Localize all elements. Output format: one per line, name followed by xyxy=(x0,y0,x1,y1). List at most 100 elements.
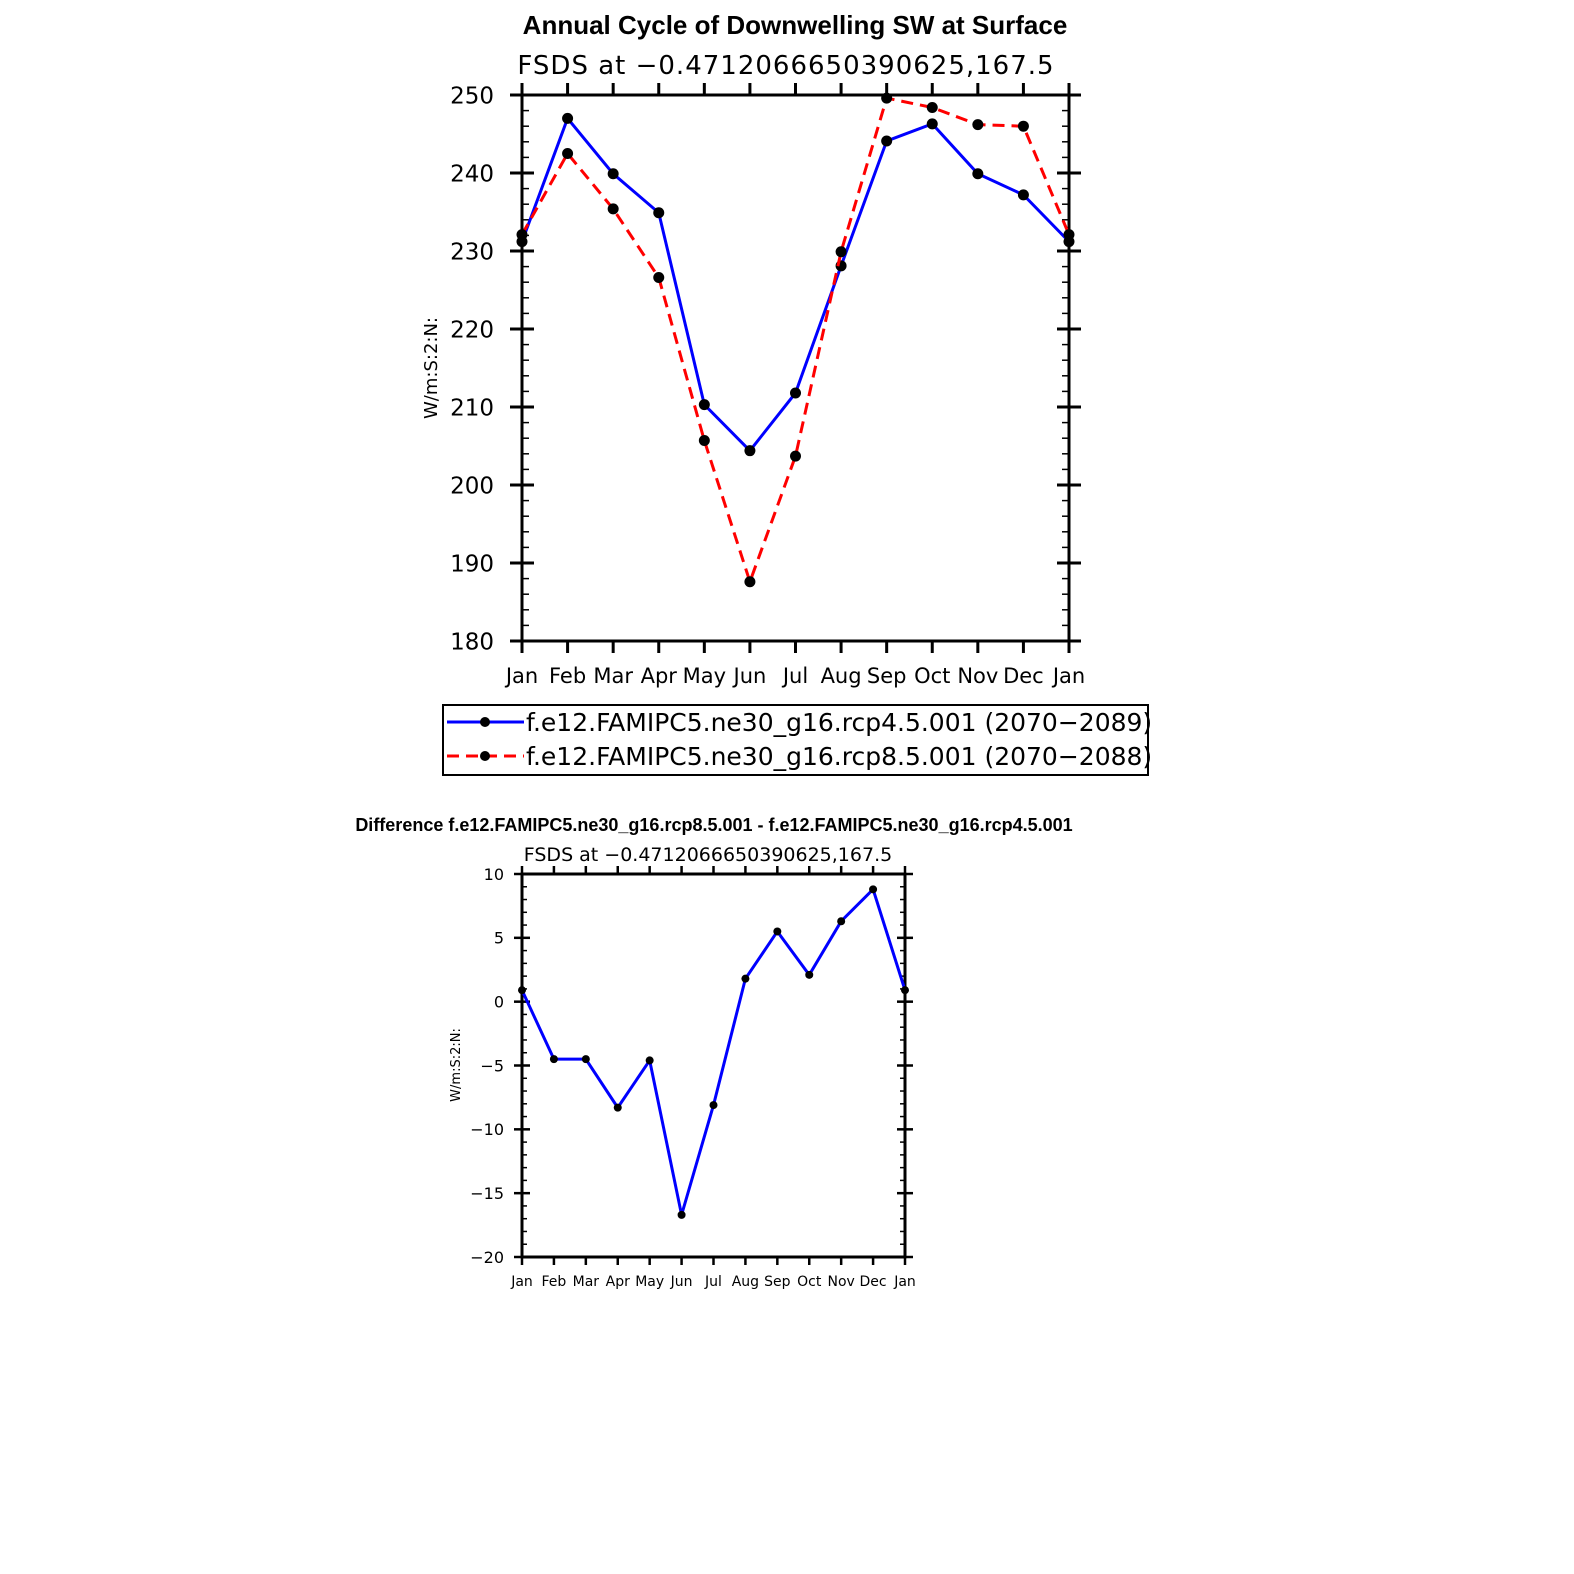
series-0-point xyxy=(1017,189,1029,201)
chart1-legend: f.e12.FAMIPC5.ne30_g16.rcp4.5.001 (2070−… xyxy=(442,704,1152,776)
series-0-point xyxy=(549,1055,558,1064)
series-line-1 xyxy=(520,96,1071,587)
legend-label-rcp85: f.e12.FAMIPC5.ne30_g16.rcp8.5.001 (2070−… xyxy=(526,742,1152,771)
chart1-x-tick-labels: Jan Feb Mar Apr May Jun Jul Aug Sep Oct Nov Dec Jan xyxy=(504,664,1085,688)
chart2-ticks xyxy=(514,866,913,1265)
y-tick-label: −10 xyxy=(470,1120,504,1139)
series-0-point xyxy=(741,974,750,983)
y-tick-label: 240 xyxy=(450,161,494,187)
x-tick-label: Mar xyxy=(593,664,633,688)
x-tick-label: Jun xyxy=(732,664,767,688)
series-0-point xyxy=(773,927,782,936)
x-tick-label: Sep xyxy=(867,664,907,688)
y-tick-label: −5 xyxy=(480,1056,504,1075)
series-0-point xyxy=(972,168,984,180)
annual-cycle-chart: Annual Cycle of Downwelling SW at Surfac… xyxy=(421,10,1152,776)
legend-label-rcp45: f.e12.FAMIPC5.ne30_g16.rcp4.5.001 (2070−… xyxy=(526,708,1152,737)
x-tick-label: Oct xyxy=(914,664,950,688)
series-1-point xyxy=(1017,120,1029,132)
series-0-point xyxy=(562,112,574,124)
x-tick-label: Sep xyxy=(764,1274,791,1290)
y-tick-label: 5 xyxy=(494,929,504,948)
x-tick-label: Nov xyxy=(957,664,998,688)
series-0-point xyxy=(518,986,526,995)
series-0-point xyxy=(881,135,893,147)
chart2-title: Difference f.e12.FAMIPC5.ne30_g16.rcp8.5… xyxy=(355,815,1072,835)
chart1-series xyxy=(516,92,1075,588)
chart2-y-tick-labels: −20 −15 −10 −5 0 5 10 xyxy=(470,865,504,1267)
x-tick-label: Aug xyxy=(732,1274,759,1290)
x-tick-label: Aug xyxy=(821,664,862,688)
series-0-point xyxy=(837,917,846,926)
x-tick-label: Dec xyxy=(1003,664,1044,688)
chart1-title: Annual Cycle of Downwelling SW at Surfac… xyxy=(523,10,1068,40)
x-tick-label: Jul xyxy=(704,1274,722,1290)
series-0-point xyxy=(926,118,938,130)
y-tick-label: −15 xyxy=(470,1184,504,1203)
x-tick-label: May xyxy=(635,1274,664,1290)
series-0-point xyxy=(901,986,909,995)
series-1-point xyxy=(653,272,665,284)
series-1-point xyxy=(698,435,710,447)
chart2-ylabel: W/m:S:2:N: xyxy=(449,1028,464,1102)
chart1-ticks xyxy=(510,83,1081,653)
x-tick-label: Feb xyxy=(549,664,586,688)
y-tick-label: 220 xyxy=(450,317,494,343)
series-0-point xyxy=(709,1101,718,1110)
series-1-point xyxy=(835,246,847,258)
series-0-point xyxy=(805,970,814,979)
series-1-point xyxy=(881,92,893,104)
chart2-series xyxy=(518,885,909,1219)
x-tick-label: Nov xyxy=(828,1274,855,1290)
y-tick-label: −20 xyxy=(470,1248,504,1267)
x-tick-label: Jan xyxy=(504,664,538,688)
chart1-y-tick-labels: 180 190 200 210 220 230 240 250 xyxy=(450,83,494,655)
series-0-point xyxy=(790,387,801,399)
x-tick-label: Dec xyxy=(860,1274,887,1290)
y-tick-label: 10 xyxy=(484,865,504,884)
difference-chart: Difference f.e12.FAMIPC5.ne30_g16.rcp8.5… xyxy=(355,815,1072,1290)
x-tick-label: May xyxy=(683,664,726,688)
chart2-x-tick-labels: Jan Feb Mar Apr May Jun Jul Aug Sep Oct Nov Dec Jan xyxy=(510,1274,916,1290)
y-tick-label: 230 xyxy=(450,239,494,265)
x-tick-label: Mar xyxy=(573,1274,600,1290)
y-tick-label: 210 xyxy=(450,395,494,421)
series-line-0 xyxy=(520,115,1071,453)
series-0-point xyxy=(653,207,665,219)
series-1-point xyxy=(1063,229,1075,241)
y-tick-label: 190 xyxy=(450,551,494,577)
x-tick-label: Jun xyxy=(670,1274,693,1290)
chart2-plot-frame xyxy=(520,872,907,1259)
series-1-point xyxy=(516,229,528,241)
y-tick-label: 200 xyxy=(450,473,494,499)
x-tick-label: Apr xyxy=(606,1274,630,1290)
legend-marker-rcp45 xyxy=(480,717,490,727)
x-tick-label: Feb xyxy=(542,1274,567,1290)
series-0-point xyxy=(698,399,710,411)
series-0-point xyxy=(613,1103,622,1112)
x-tick-label: Jan xyxy=(510,1274,533,1290)
y-tick-label: 180 xyxy=(450,629,494,655)
chart1-ylabel: W/m:S:2:N: xyxy=(421,317,442,419)
series-0-point xyxy=(581,1055,590,1064)
series-1-point xyxy=(744,576,756,588)
x-tick-label: Jul xyxy=(781,664,808,688)
series-1-point xyxy=(972,119,984,131)
chart1-subtitle: FSDS at −0.4712066650390625,167.5 xyxy=(517,51,1054,81)
series-1-point xyxy=(790,450,801,462)
y-tick-label: 0 xyxy=(494,992,504,1011)
chart2-subtitle: FSDS at −0.4712066650390625,167.5 xyxy=(524,844,892,866)
y-tick-label: 250 xyxy=(450,83,494,109)
series-0-point xyxy=(645,1056,654,1065)
x-tick-label: Apr xyxy=(641,664,678,688)
series-0-point xyxy=(869,885,878,894)
series-0-point xyxy=(744,445,756,457)
legend-box xyxy=(442,704,1149,776)
series-line-0 xyxy=(520,886,907,1216)
series-0-point xyxy=(607,168,619,180)
series-1-point xyxy=(562,148,574,159)
x-tick-label: Oct xyxy=(797,1274,822,1290)
series-0-point xyxy=(677,1210,686,1219)
series-1-point xyxy=(926,101,938,113)
